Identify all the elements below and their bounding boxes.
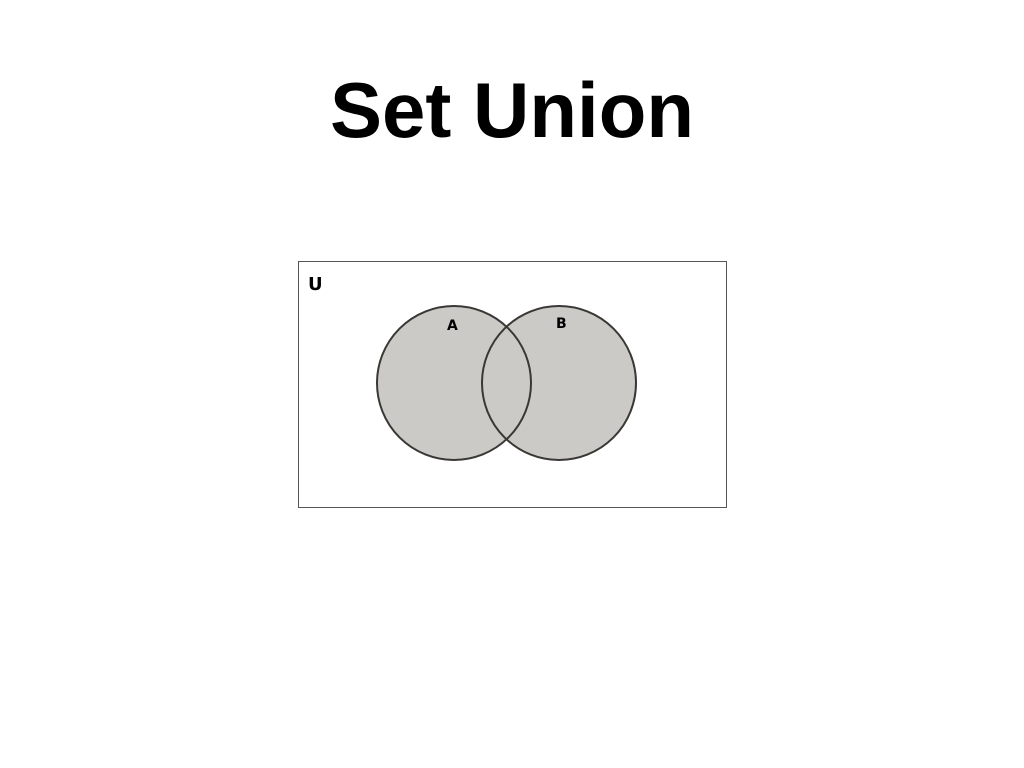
slide-title: Set Union [330,66,694,154]
universe-label: U [308,274,323,295]
set-b-label: B [556,316,567,332]
set-b-outline [481,305,637,461]
set-a-label: A [447,318,458,334]
venn-diagram: U A B [298,261,727,508]
set-a-outline [376,305,532,461]
